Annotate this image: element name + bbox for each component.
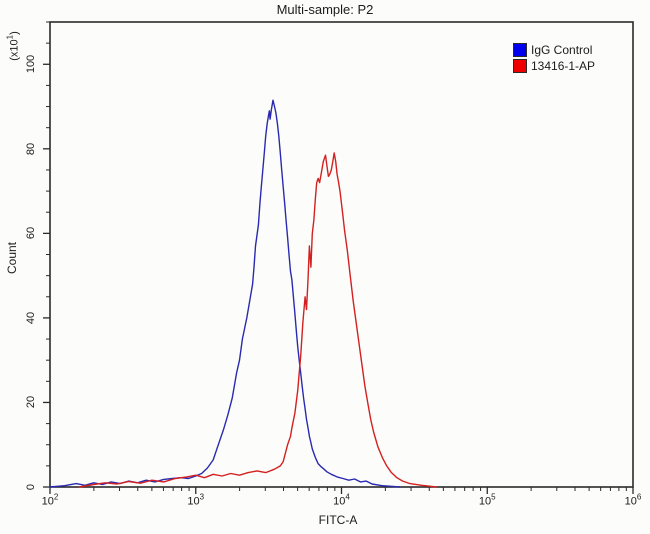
curve-igg-control: [49, 99, 401, 488]
x-tick-label-1e5: 105: [478, 492, 496, 508]
legend-item-antibody: 13416-1-AP: [513, 58, 595, 74]
x-tick-label-1e2: 102: [41, 492, 59, 508]
x-tick-label-1e6: 106: [624, 492, 642, 508]
x-axis-label: FITC-A: [318, 513, 358, 527]
y-tick-label-0: 0: [25, 483, 37, 491]
legend-swatch-red: [513, 59, 527, 73]
y-tick-label-20: 20: [25, 396, 37, 409]
y-tick-label-60: 60: [25, 227, 37, 240]
y-tick-label-40: 40: [25, 311, 37, 325]
legend-swatch-blue: [513, 43, 527, 57]
plot-frame: [49, 21, 634, 488]
legend: IgG Control 13416-1-AP: [513, 42, 595, 74]
x-tick-label-1e3: 103: [187, 492, 205, 508]
y-tick-label-100: 100: [25, 55, 37, 74]
legend-item-igg-control: IgG Control: [513, 42, 595, 58]
x-tick-label-1e4: 104: [333, 492, 350, 508]
chart-title: Multi-sample: P2: [276, 2, 374, 17]
y-tick-label-80: 80: [25, 142, 37, 155]
legend-label-antibody: 13416-1-AP: [531, 59, 596, 73]
legend-label-igg-control: IgG Control: [531, 43, 593, 57]
curve-antibody: [78, 152, 437, 488]
